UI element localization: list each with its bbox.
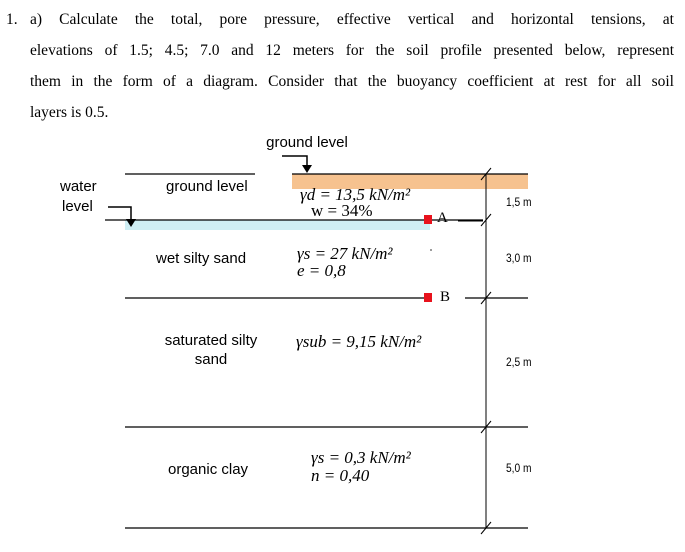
layer3-name-line1: saturated silty <box>164 332 258 349</box>
problem-statement: 1. a) Calculate the total, pore pressure,… <box>6 4 674 128</box>
layer2-name: wet silty sand <box>156 250 247 267</box>
dimension-tick-4 <box>480 420 492 434</box>
layer1-thickness: 1,5 m <box>506 195 532 209</box>
point-b-label: B <box>440 289 451 305</box>
layer4-thickness: 5,0 m <box>506 461 532 475</box>
problem-line-4: layers is 0.5. <box>30 104 109 121</box>
dot-mark <box>430 249 432 251</box>
water-band-fill <box>125 220 430 230</box>
dimension-tick-2 <box>480 213 492 227</box>
point-b-marker <box>424 293 432 302</box>
problem-line-1: 1. a) Calculate the total, pore pressure,… <box>6 4 674 35</box>
layer3-thickness: 2,5 m <box>506 355 532 369</box>
layer3-formula-1: γsub = 9,15 kN/m² <box>296 332 422 351</box>
dimension-tick-3 <box>480 291 492 305</box>
problem-line-1-text: a) Calculate the total, pore pressure, e… <box>30 4 674 35</box>
problem-line-3-content: them in the form of a diagram. Consider … <box>30 73 674 90</box>
layer2-formula-1: γs = 27 kN/m² <box>297 244 393 263</box>
problem-line-3: them in the form of a diagram. Consider … <box>6 66 674 97</box>
problem-line-1-content: a) Calculate the total, pore pressure, e… <box>30 11 674 28</box>
water-level-label-line1: water <box>60 178 97 195</box>
surface-layer-fill <box>292 174 528 189</box>
layer4-name: organic clay <box>168 461 249 478</box>
layer2-formula-2: e = 0,8 <box>297 261 346 280</box>
water-level-arrow <box>108 206 132 222</box>
layer2-thickness: 3,0 m <box>506 251 532 265</box>
problem-line-2: elevations of 1.5; 4.5; 7.0 and 12 meter… <box>6 35 674 66</box>
problem-line-2-content: elevations of 1.5; 4.5; 7.0 and 12 meter… <box>30 42 674 59</box>
ground-level-top-label: ground level <box>266 134 348 151</box>
layer3-name-line2: sand <box>194 351 228 368</box>
point-a-label: A <box>437 210 448 226</box>
layer1-formula-1: γd = 13,5 kN/m² <box>300 185 411 204</box>
layer4-formula-1: γs = 0,3 kN/m² <box>311 448 411 467</box>
water-level-arrowhead <box>126 219 136 227</box>
problem-number: 1. <box>6 11 18 28</box>
water-level-label-line2: level <box>62 198 93 215</box>
ground-level-inner-label: ground level <box>166 178 248 195</box>
dimension-tick-5 <box>480 521 492 535</box>
ground-level-arrow <box>282 155 308 168</box>
ground-level-arrowhead <box>302 165 312 173</box>
dimension-tick-1 <box>480 167 492 181</box>
layer1-formula-2: w = 34% <box>311 201 373 220</box>
layer4-formula-2: n = 0,40 <box>311 466 370 485</box>
point-a-marker <box>424 215 432 224</box>
